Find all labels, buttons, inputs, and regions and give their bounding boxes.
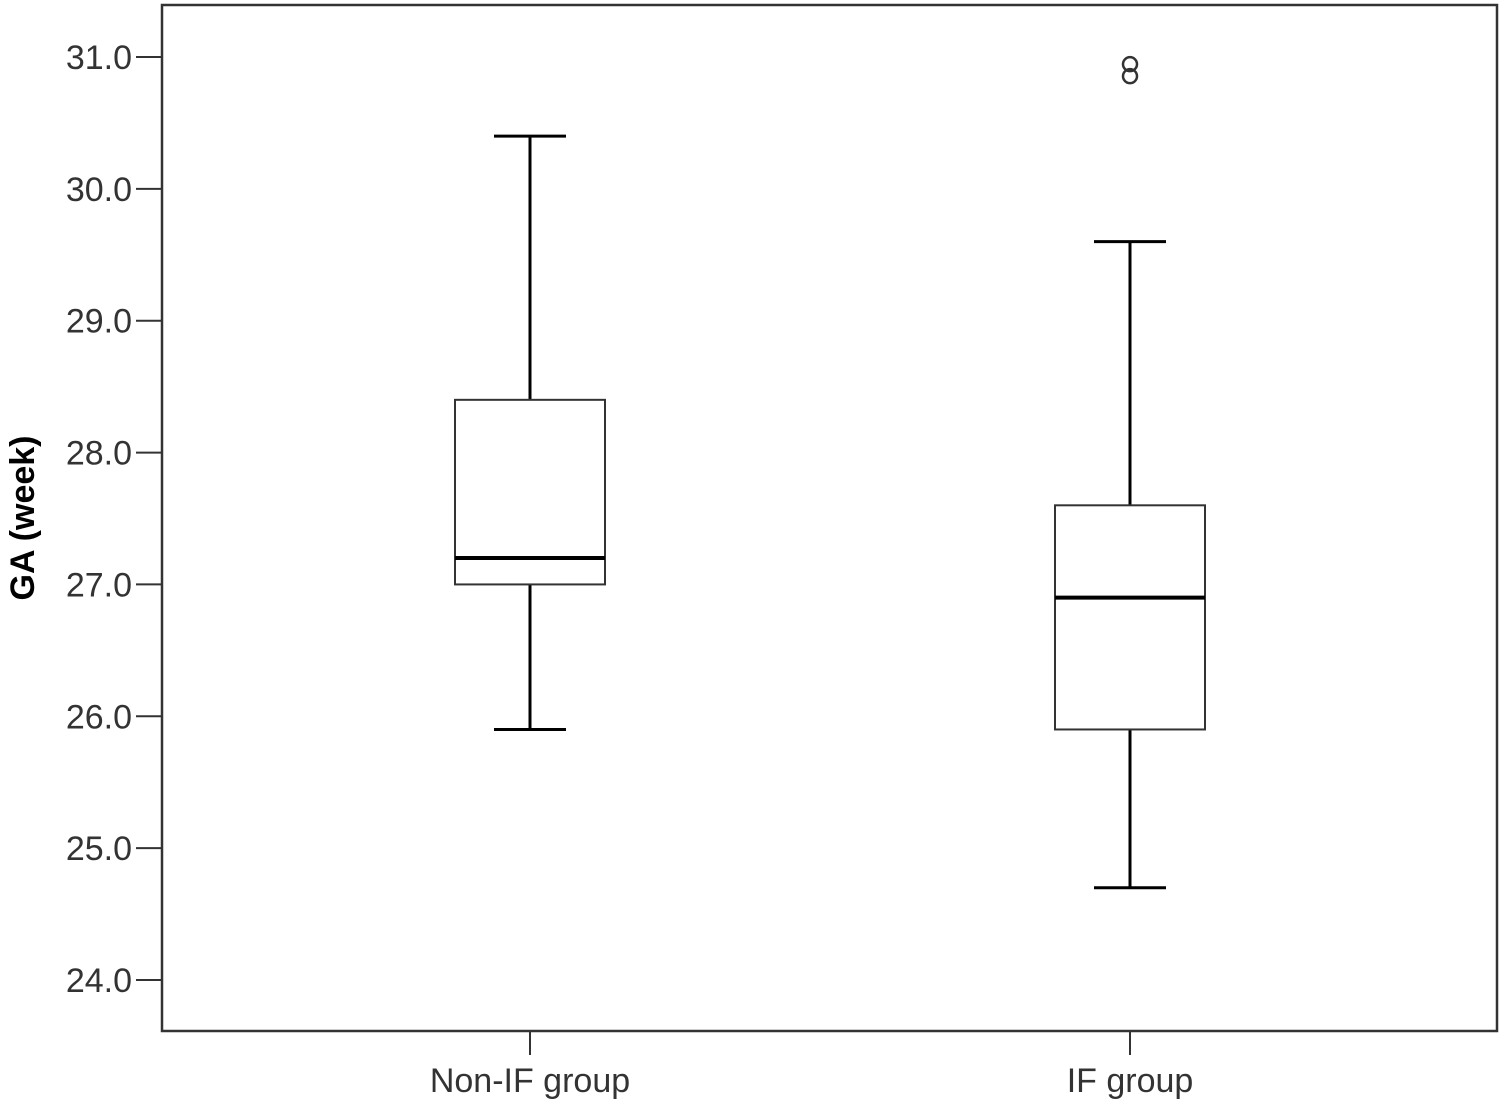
y-tick-label: 30.0 bbox=[66, 171, 132, 209]
y-tick-label: 24.0 bbox=[66, 962, 132, 1000]
box-series bbox=[454, 55, 1206, 890]
iqr-box bbox=[1054, 504, 1206, 731]
iqr-box bbox=[454, 398, 606, 586]
box-group bbox=[1054, 55, 1206, 890]
y-axis-title: GA (week) bbox=[4, 435, 42, 600]
x-category-label: IF group bbox=[1067, 1062, 1194, 1100]
x-category-label: Non-IF group bbox=[430, 1062, 630, 1100]
y-tick-label: 31.0 bbox=[66, 39, 132, 77]
y-tick-label: 28.0 bbox=[66, 435, 132, 473]
y-axis: 24.0 25.0 26.0 27.0 28.0 29.0 30.0 31.0 bbox=[66, 39, 162, 1000]
y-tick-label: 27.0 bbox=[66, 566, 132, 604]
box-group bbox=[454, 134, 606, 731]
y-tick-label: 26.0 bbox=[66, 698, 132, 736]
outlier-point bbox=[1121, 55, 1139, 73]
plot-frame bbox=[160, 3, 1499, 1033]
y-tick-label: 29.0 bbox=[66, 303, 132, 341]
outlier-point bbox=[1121, 67, 1139, 85]
y-tick-label: 25.0 bbox=[66, 830, 132, 868]
x-axis: Non-IF group IF group bbox=[430, 1031, 1193, 1100]
